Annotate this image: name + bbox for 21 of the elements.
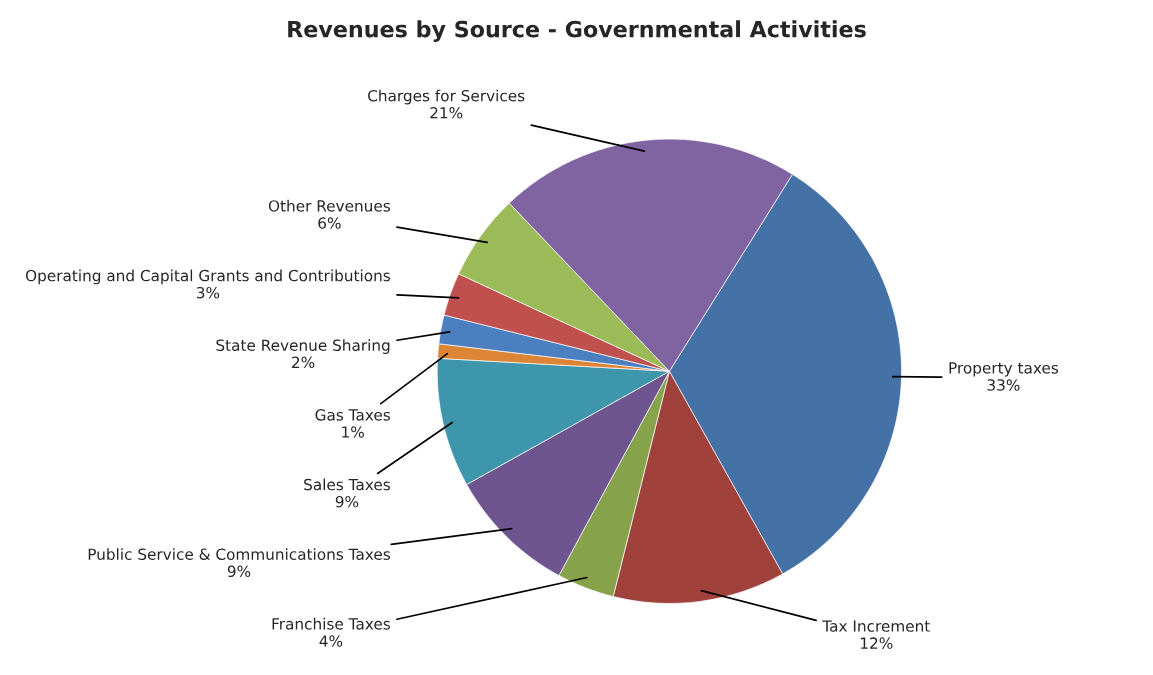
slice-label: Operating and Capital Grants and Contributions [25,269,390,285]
slice-label: Other Revenues [268,199,390,212]
data-label: 6% [318,217,341,229]
slice-label: Franchise Taxes [272,617,390,630]
data-label: 33% [987,379,1020,391]
slice-label: State Revenue Sharing [216,339,390,354]
slice-label: Public Service & Communications Taxes [88,548,390,560]
data-label: 2% [292,356,315,369]
data-label: 21% [430,107,463,119]
slice-label: Property taxes [949,362,1059,377]
data-label: 1% [342,426,364,438]
data-label: 4% [319,635,343,647]
data-label: 9% [227,565,251,578]
slice-label: Charges for Services [368,89,525,105]
slice-label: Tax Increment [822,620,930,632]
chart-title: Revenues by Source - Governmental Activities [288,20,866,42]
slice-label: Gas Taxes [315,409,390,421]
slice-label: Sales Taxes [304,478,390,491]
data-label: 12% [861,637,893,649]
data-label: 9% [335,495,359,508]
data-label: 3% [196,286,220,299]
